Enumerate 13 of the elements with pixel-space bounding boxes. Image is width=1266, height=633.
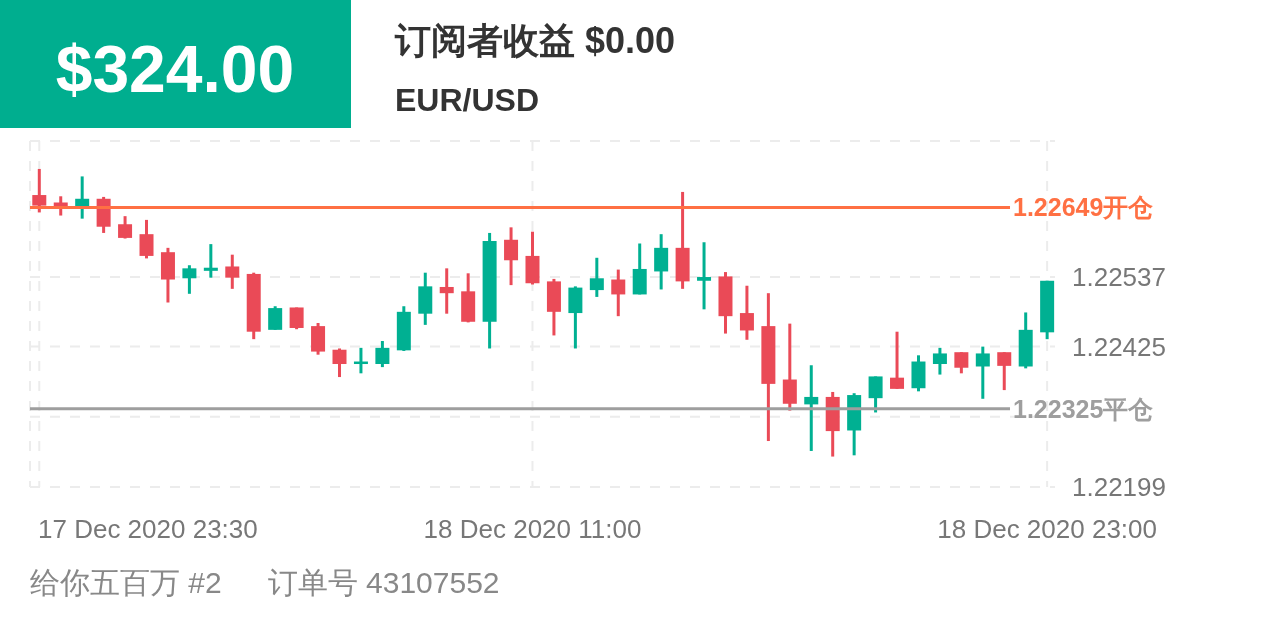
x-tick-label: 18 Dec 2020 11:00 bbox=[423, 514, 642, 544]
x-tick-label: 17 Dec 2020 23:30 bbox=[38, 514, 258, 544]
y-tick-label: 1.22199 bbox=[1072, 472, 1166, 502]
chart-subtitle: EUR/USD bbox=[395, 82, 540, 118]
text: 给你五百万 #2 bbox=[30, 566, 222, 599]
text: 订单号 43107552 bbox=[267, 566, 500, 599]
ref-line-label: 1.22649开仓 bbox=[1013, 193, 1154, 222]
text: $324.00 bbox=[55, 32, 295, 106]
y-tick-label: 1.22425 bbox=[1072, 331, 1166, 362]
chart-title: 订阅者收益 $0.00 bbox=[394, 20, 676, 61]
ref-line-label: 1.22325平仓 bbox=[1013, 394, 1154, 423]
y-tick-label: 1.22537 bbox=[1072, 262, 1166, 293]
x-tick-label: 18 Dec 2020 23:00 bbox=[937, 514, 1157, 544]
